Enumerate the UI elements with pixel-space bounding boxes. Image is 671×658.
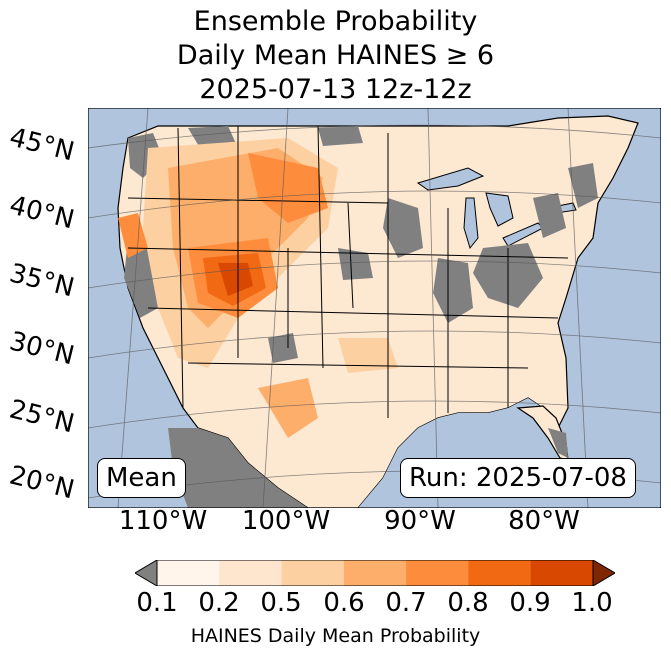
- colorbar-tick: 0.5: [260, 588, 302, 618]
- title-line-1: Ensemble Probability: [193, 6, 478, 37]
- colorbar-over-arrow: [592, 560, 615, 586]
- lat-label-45: 45°N: [6, 122, 78, 168]
- colorbar-under-arrow: [135, 560, 158, 586]
- lat-label-35: 35°N: [6, 258, 78, 304]
- colorbar-label: HAINES Daily Mean Probability: [190, 625, 481, 647]
- lake-michigan: [463, 197, 479, 250]
- lat-label-30: 30°N: [6, 326, 78, 372]
- map-canvas: [88, 108, 661, 508]
- lake-huron: [485, 192, 514, 227]
- colorbar-tick: 0.6: [323, 588, 365, 618]
- mexico-land: [168, 428, 308, 508]
- lon-label-110: 110°W: [118, 506, 208, 536]
- colorbar-tick: 1.0: [571, 588, 613, 618]
- graticule: [88, 108, 661, 508]
- colorbar: [135, 560, 615, 586]
- lat-label-25: 25°N: [6, 394, 78, 440]
- title-line-2: Daily Mean HAINES ≥ 6: [176, 40, 495, 71]
- colorbar-frame: [156, 560, 594, 586]
- lat-label-20: 20°N: [6, 460, 78, 506]
- mean-label: Mean: [97, 458, 186, 498]
- colorbar-segment: [157, 560, 220, 586]
- lat-label-40: 40°N: [6, 190, 78, 236]
- state-boundaries: [127, 125, 569, 418]
- colorbar-segment: [343, 560, 407, 586]
- map-panel: [88, 108, 661, 508]
- lon-label-100: 100°W: [241, 506, 331, 536]
- colorbar-segment: [406, 560, 469, 586]
- lake-superior: [416, 167, 485, 191]
- colorbar-segments: [157, 560, 594, 586]
- colorbar-tick: 0.8: [447, 588, 489, 618]
- colorbar-tick: 0.7: [385, 588, 427, 618]
- colorbar-tick: 0.2: [198, 588, 240, 618]
- colorbar-segment: [530, 560, 594, 586]
- title-line-3: 2025-07-13 12z-12z: [199, 74, 472, 105]
- lon-label-90: 90°W: [384, 506, 456, 536]
- colorbar-segment: [219, 560, 283, 586]
- run-date-label: Run: 2025-07-08: [400, 458, 636, 498]
- colorbar-segment: [281, 560, 345, 586]
- colorbar-tick: 0.1: [136, 588, 178, 618]
- colorbar-tick: 0.9: [509, 588, 551, 618]
- lon-label-80: 80°W: [508, 506, 580, 536]
- colorbar-segment: [468, 560, 532, 586]
